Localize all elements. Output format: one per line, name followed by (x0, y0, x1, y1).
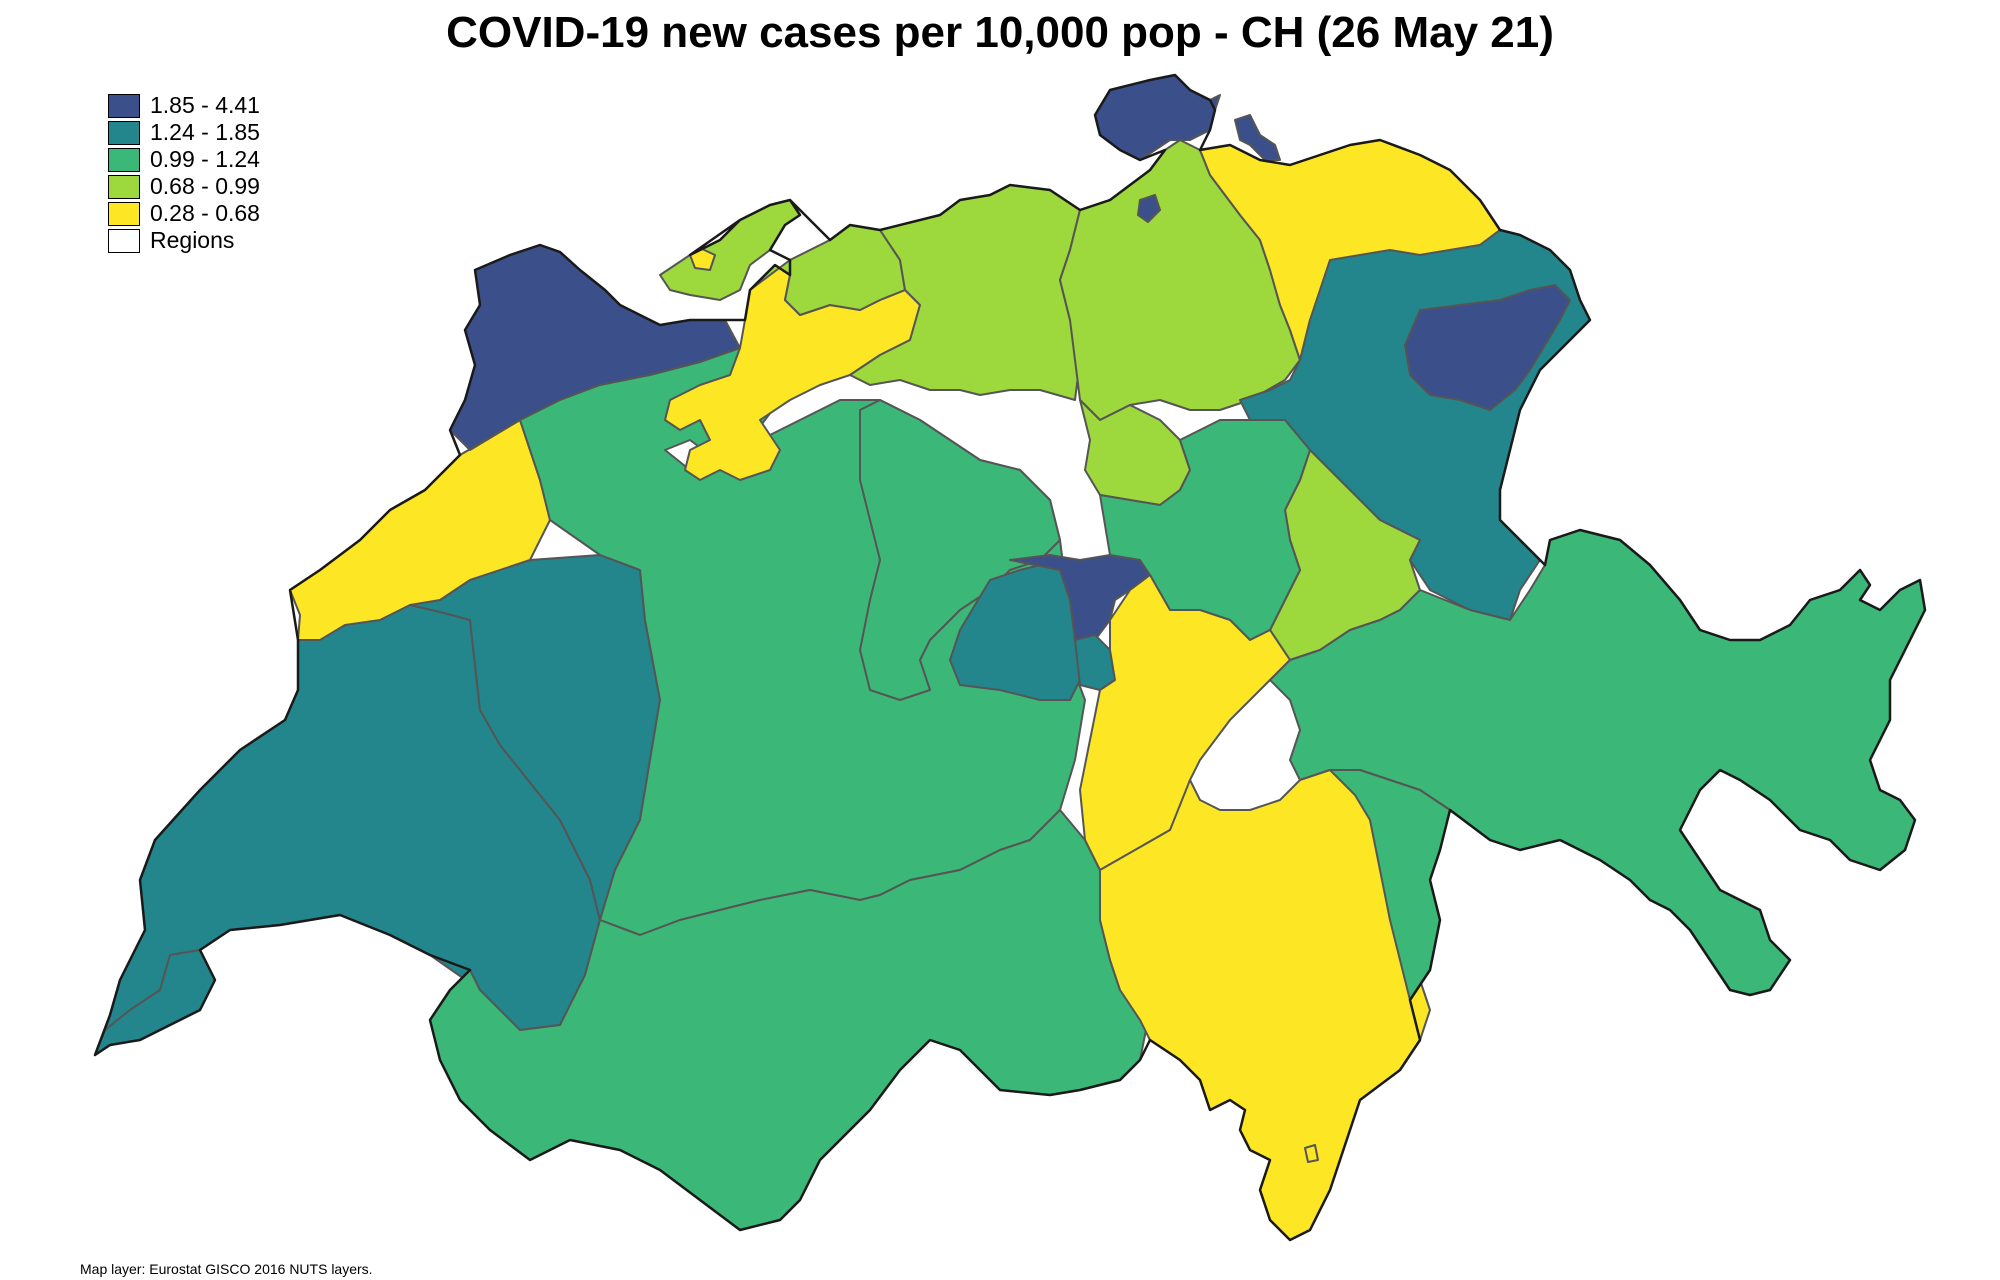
legend-item: 0.28 - 0.68 (108, 200, 260, 227)
legend-label: 0.28 - 0.68 (150, 200, 260, 226)
region-enclave (1304, 1144, 1319, 1163)
region-schaffhausen-enclave (1137, 194, 1161, 223)
legend-label: Regions (150, 227, 235, 253)
legend-swatch (108, 93, 140, 118)
region-schaffhausen-east (1234, 114, 1281, 161)
legend-label: 0.68 - 0.99 (150, 173, 260, 199)
legend-swatch (108, 201, 140, 226)
map-title: COVID-19 new cases per 10,000 pop - CH (… (446, 8, 1554, 57)
legend-item: 1.85 - 4.41 (108, 92, 260, 119)
legend-swatch (108, 228, 140, 253)
legend: 1.85 - 4.41 1.24 - 1.85 0.99 - 1.24 0.68… (108, 92, 260, 254)
legend-label: 1.24 - 1.85 (150, 119, 260, 145)
region-nidwalden (1009, 554, 1151, 681)
legend-label: 0.99 - 1.24 (150, 146, 260, 172)
country-outline (93, 73, 1927, 1242)
region-lucerne (859, 399, 1061, 701)
legend-item: Regions (108, 227, 260, 254)
legend-label: 1.85 - 4.41 (150, 92, 260, 118)
legend-item: 0.68 - 0.99 (108, 173, 260, 200)
legend-swatch (108, 174, 140, 199)
legend-item: 0.99 - 1.24 (108, 146, 260, 173)
region-appenzell (1404, 284, 1571, 411)
legend-swatch (108, 120, 140, 145)
map-source-note: Map layer: Eurostat GISCO 2016 NUTS laye… (80, 1261, 373, 1277)
legend-swatch (108, 147, 140, 172)
region-zug-north (1079, 399, 1191, 506)
legend-item: 1.24 - 1.85 (108, 119, 260, 146)
